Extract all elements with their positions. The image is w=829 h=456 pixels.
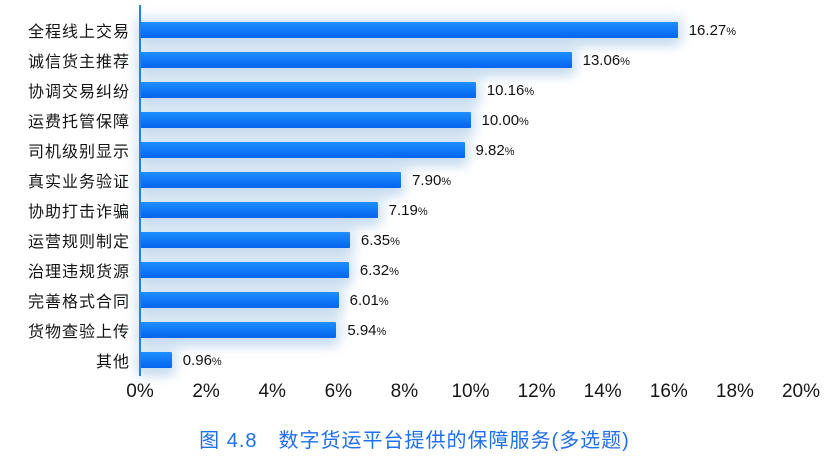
x-tick-label: 2% <box>192 381 220 402</box>
x-tick-label: 8% <box>390 381 419 402</box>
bar-track: 5.94% <box>140 315 801 345</box>
bar-track: 13.06% <box>140 45 801 75</box>
bars-area: 全程线上交易 16.27% 诚信货主推荐 13.06% 协调交易纠纷 10.16% 运费托管… <box>0 15 801 375</box>
bar-track: 0.96% <box>140 345 801 375</box>
bar-row: 完善格式合同 6.01% <box>0 285 801 315</box>
bar <box>140 172 402 188</box>
bar <box>140 82 476 98</box>
value-label: 16.27% <box>688 21 737 39</box>
bar <box>140 142 465 158</box>
x-tick-label: 12% <box>517 381 556 402</box>
value-label: 13.06% <box>582 51 630 69</box>
bar-track: 10.16% <box>140 75 801 105</box>
bar-row: 诚信货主推荐 13.06% <box>0 45 801 75</box>
x-tick-label: 14% <box>583 381 622 402</box>
bar <box>140 202 378 218</box>
bar-track: 10.00% <box>140 105 801 135</box>
x-tick-label: 16% <box>649 381 688 402</box>
bar-row: 治理违规货源 6.32% <box>0 255 801 285</box>
category-label: 货物查验上传 <box>27 324 130 341</box>
x-tick-label: 0% <box>126 381 154 402</box>
category-label: 司机级别显示 <box>27 144 130 161</box>
x-tick-label: 10% <box>451 381 490 402</box>
bar <box>140 52 572 68</box>
category-label: 协调交易纠纷 <box>27 84 130 101</box>
category-label: 运费托管保障 <box>27 114 130 131</box>
chart-title: 图 4.8 数字货运平台提供的保障服务(多选题) <box>199 430 630 452</box>
x-tick-label: 20% <box>781 381 821 402</box>
bar-row: 协助打击诈骗 7.19% <box>0 195 801 225</box>
bar <box>140 22 678 38</box>
value-label: 7.19% <box>388 201 428 219</box>
bar-row: 货物查验上传 5.94% <box>0 315 801 345</box>
bar-row: 真实业务验证 7.90% <box>0 165 801 195</box>
category-label: 协助打击诈骗 <box>27 204 130 221</box>
bar-track: 7.19% <box>140 195 801 225</box>
value-label: 9.82% <box>475 141 515 159</box>
value-label: 6.35% <box>360 231 400 249</box>
bar <box>140 292 339 308</box>
bar-row: 运费托管保障 10.00% <box>0 105 801 135</box>
value-label: 10.16% <box>486 81 535 99</box>
value-label: 10.00% <box>481 111 529 129</box>
bar-track: 6.01% <box>140 285 801 315</box>
category-label: 其他 <box>95 354 130 371</box>
bar <box>140 262 349 278</box>
category-label: 真实业务验证 <box>27 174 130 191</box>
value-label: 7.90% <box>412 171 452 189</box>
value-label: 6.01% <box>349 291 389 309</box>
category-label: 诚信货主推荐 <box>27 54 130 71</box>
category-label: 完善格式合同 <box>27 294 130 311</box>
bar-track: 16.27% <box>140 15 801 45</box>
value-label: 0.96% <box>182 351 222 369</box>
category-label: 运营规则制定 <box>27 234 130 251</box>
bar-track: 7.90% <box>140 165 801 195</box>
x-tick-label: 6% <box>324 381 353 402</box>
bar <box>140 112 471 128</box>
bar-row: 全程线上交易 16.27% <box>0 15 801 45</box>
bar-row: 其他 0.96% <box>0 345 801 375</box>
x-tick-label: 4% <box>258 381 286 402</box>
bar-row: 运营规则制定 6.35% <box>0 225 801 255</box>
x-axis-ticks: 0% 2% 4% 6% 8% 10% 12% 14% 16% 18% 20% <box>126 381 820 407</box>
bar-track: 6.35% <box>140 225 801 255</box>
value-label: 6.32% <box>359 261 399 279</box>
bar-row: 司机级别显示 9.82% <box>0 135 801 165</box>
bar-track: 9.82% <box>140 135 801 165</box>
bar <box>140 322 337 338</box>
bar <box>140 232 350 248</box>
y-axis-line <box>139 5 141 376</box>
bar <box>140 352 172 368</box>
category-label: 全程线上交易 <box>27 24 130 41</box>
x-tick-label: 18% <box>715 381 754 402</box>
bar-row: 协调交易纠纷 10.16% <box>0 75 801 105</box>
value-label: 5.94% <box>347 321 387 339</box>
bar-track: 6.32% <box>140 255 801 285</box>
category-label: 治理违规货源 <box>27 264 130 281</box>
